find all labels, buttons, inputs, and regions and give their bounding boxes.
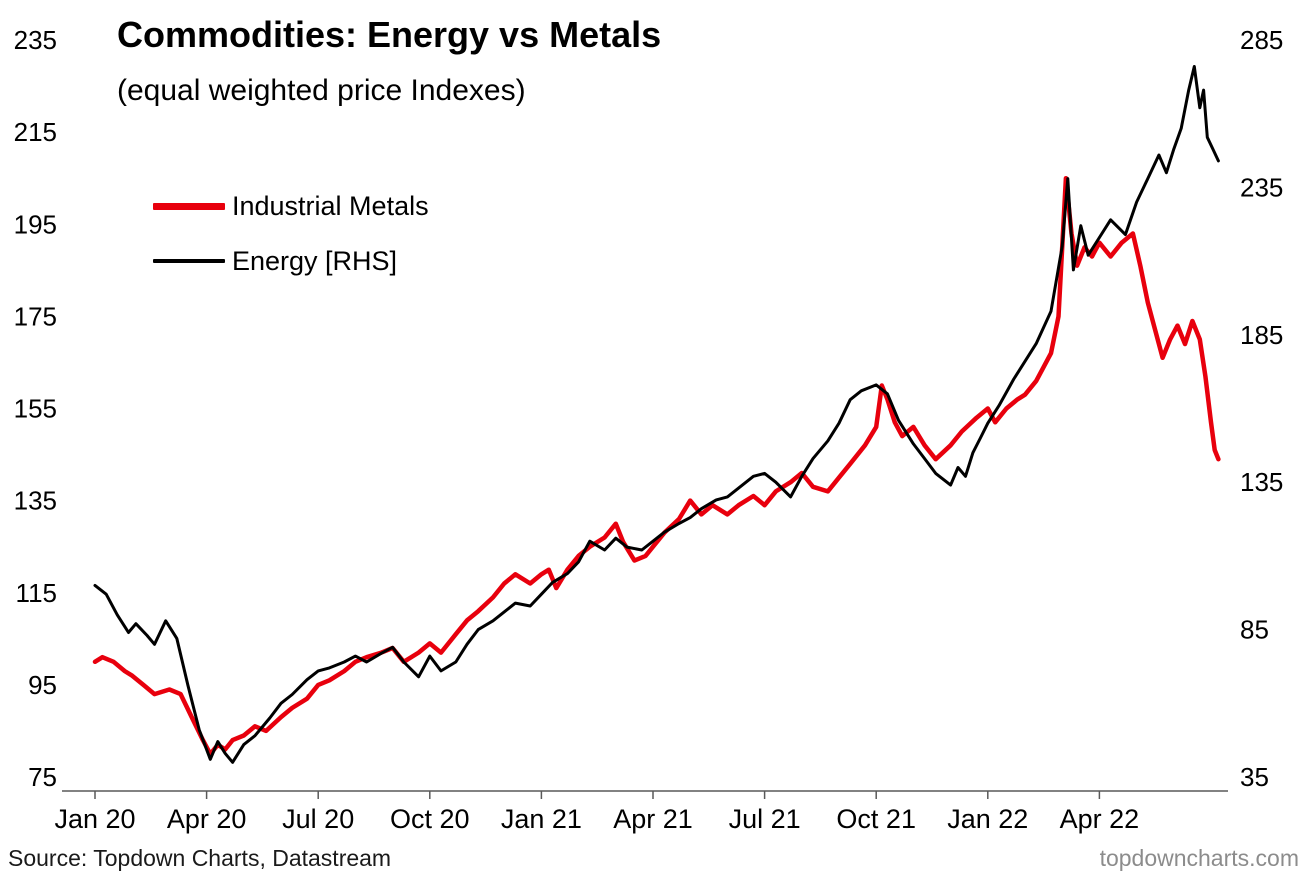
series-line-energy-rhs (93, 65, 1220, 764)
x-axis-label: Jul 21 (729, 804, 801, 834)
x-axis-label: Jul 20 (282, 804, 354, 834)
x-axis-label: Apr 20 (167, 804, 247, 834)
chart-title: Commodities: Energy vs Metals (117, 14, 662, 55)
watermark-link[interactable]: topdowncharts.com (1099, 845, 1299, 871)
left-axis-label: 75 (28, 762, 57, 792)
left-axis-label: 115 (16, 578, 57, 608)
left-axis-label: 195 (14, 209, 57, 239)
right-axis-label: 85 (1240, 615, 1269, 645)
left-axis-label: 215 (14, 117, 57, 147)
industrial-metals-line-swatch (153, 202, 225, 210)
right-axis-label: 35 (1240, 762, 1269, 792)
x-axis-label: Oct 21 (836, 804, 916, 834)
energy-line-swatch (153, 259, 225, 263)
right-axis-label: 235 (1240, 172, 1283, 202)
right-axis-label: 185 (1240, 320, 1283, 350)
chart-legend: Industrial Metals Energy [RHS] (153, 188, 429, 298)
right-axis-label: 285 (1240, 25, 1283, 55)
legend-label-energy: Energy [RHS] (232, 245, 398, 276)
legend-item-industrial-metals: Industrial Metals (153, 188, 429, 224)
x-axis-label: Jan 21 (501, 804, 582, 834)
left-axis-label: 175 (14, 301, 57, 331)
x-axis-label: Oct 20 (390, 804, 470, 834)
left-axis-label: 155 (14, 394, 57, 424)
x-axis-label: Jan 22 (947, 804, 1028, 834)
legend-item-energy: Energy [RHS] (153, 243, 429, 279)
series-line-industrial-metals (92, 175, 1221, 757)
left-axis-label: 135 (14, 486, 57, 516)
x-axis-label: Jan 20 (54, 804, 135, 834)
left-axis-label: 235 (14, 25, 57, 55)
right-axis-label: 135 (1240, 467, 1283, 497)
x-axis-label: Apr 21 (613, 804, 693, 834)
chart-subtitle: (equal weighted price Indexes) (117, 74, 526, 107)
legend-label-industrial-metals: Industrial Metals (232, 190, 429, 221)
x-axis-label: Apr 22 (1060, 804, 1140, 834)
source-attribution: Source: Topdown Charts, Datastream (8, 845, 392, 871)
left-axis-label: 95 (28, 670, 57, 700)
